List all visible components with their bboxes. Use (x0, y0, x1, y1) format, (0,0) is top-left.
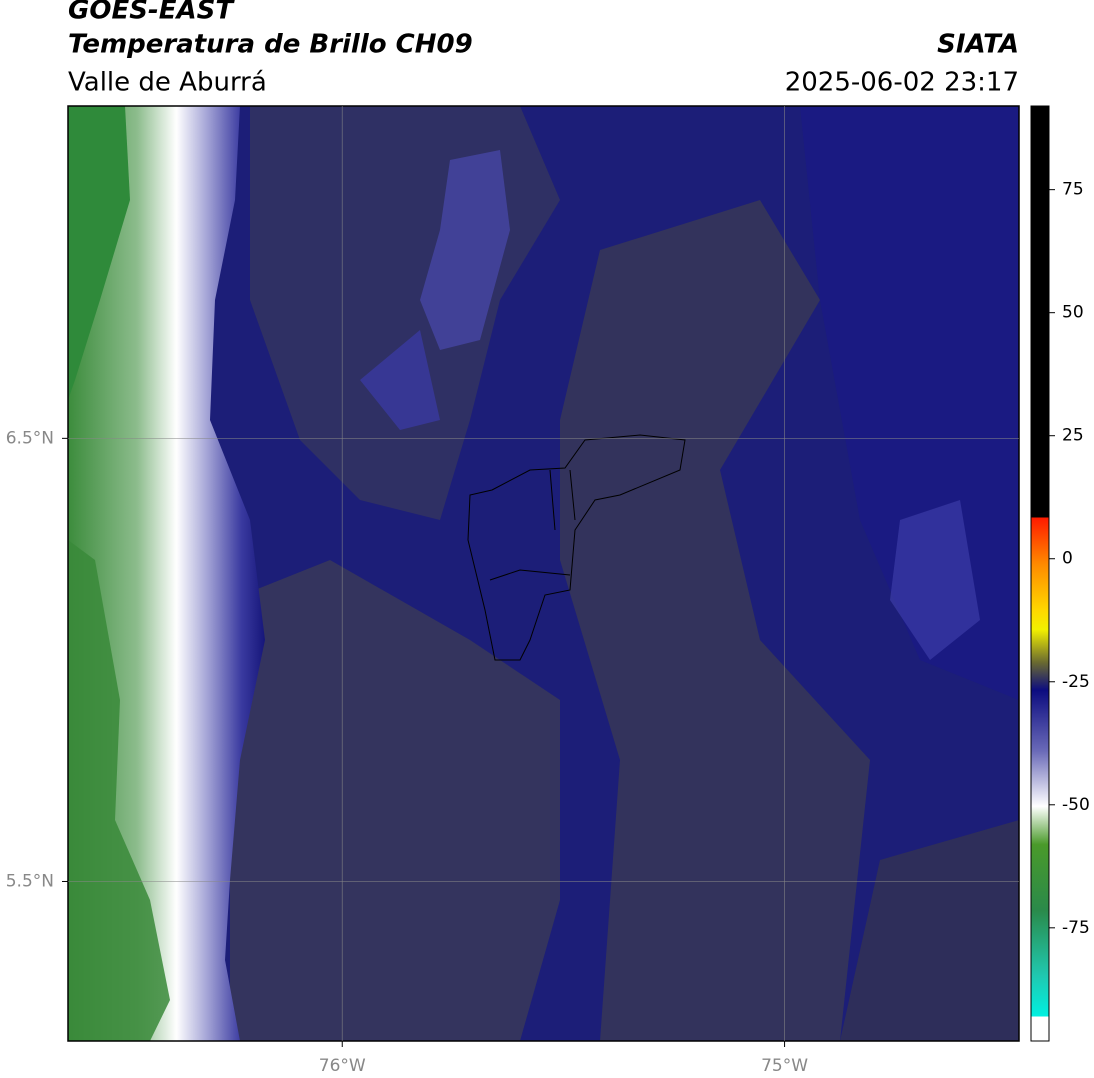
agency: SIATA (937, 30, 1019, 60)
map-image (68, 106, 1019, 1041)
region: Valle de Aburrá (68, 68, 267, 98)
lat-tick-label: 5.5°N (6, 871, 54, 891)
title: GOES-EAST (68, 0, 235, 26)
colorbar-tick-label: 0 (1062, 549, 1073, 569)
colorbar (1030, 105, 1050, 1042)
lon-tick-label: 76°W (319, 1056, 366, 1076)
lat-tick-label: 6.5°N (6, 428, 54, 448)
subtitle: Temperatura de Brillo CH09 (68, 30, 473, 60)
colorbar-tick-label: 75 (1062, 180, 1084, 200)
colorbar-tick-label: 50 (1062, 303, 1084, 323)
lon-tick-label: 75°W (761, 1056, 808, 1076)
map-frame (67, 105, 1020, 1042)
colorbar-tick-label: -50 (1062, 795, 1090, 815)
timestamp: 2025-06-02 23:17 (785, 68, 1019, 98)
colorbar-tick-label: -25 (1062, 672, 1090, 692)
colorbar-tick-label: -75 (1062, 918, 1090, 938)
colorbar-tick-label: 25 (1062, 426, 1084, 446)
